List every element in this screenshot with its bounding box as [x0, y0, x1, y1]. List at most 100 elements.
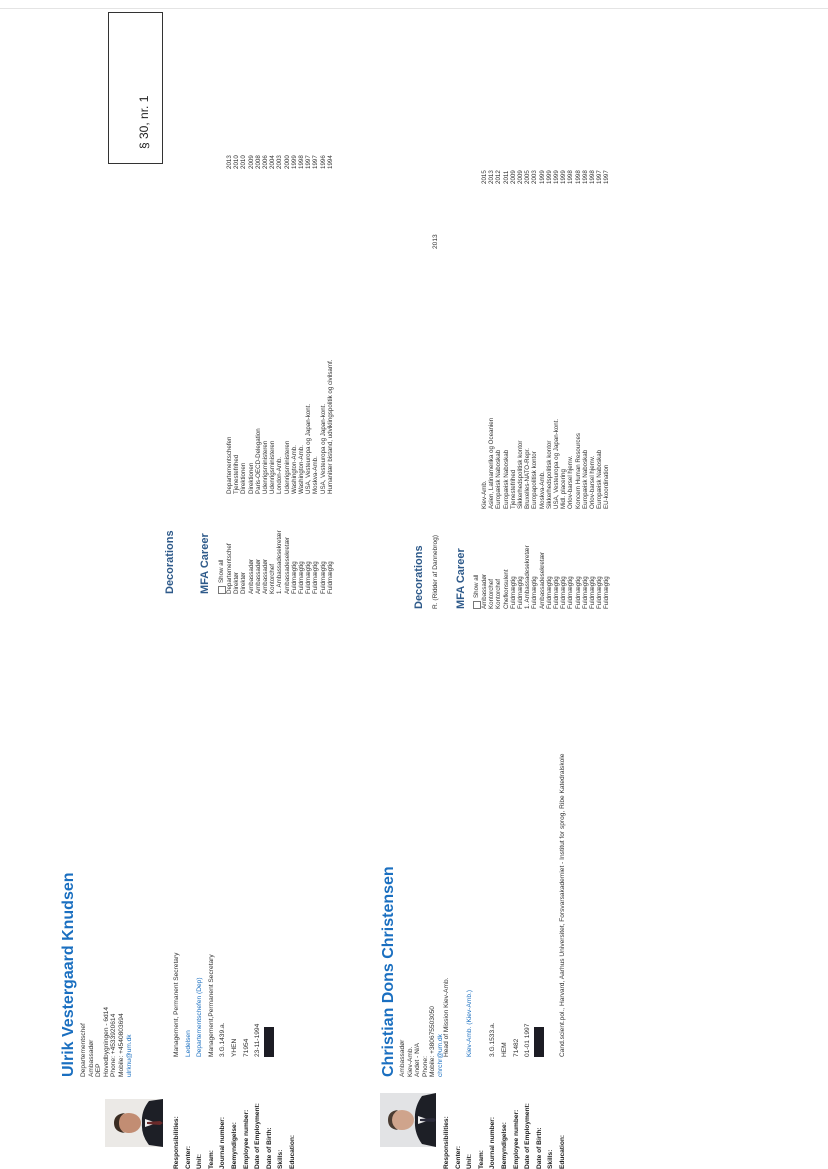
career-row: Ambassadør Kiev-Amb. 2015 [481, 154, 488, 609]
career-title: Fuldmægtig [298, 561, 306, 594]
career-place: Paris-OECD-Delegation [254, 428, 262, 494]
career-row: Fuldmægtig USA, Vesteuropa og Japan-kont.… [305, 139, 312, 594]
career-title: Fuldmægtig [531, 576, 539, 609]
career-row: Fuldmægtig Washington-Amb. 1999 [291, 139, 298, 594]
career-title: Direktør [233, 572, 241, 594]
field-row: Bemyndigelse: YHEN [229, 953, 241, 1169]
career-title: Fuldmægtig [312, 561, 320, 594]
career-title: Ambassadør [262, 558, 270, 594]
mobile-line: Mobile: +4540803694 [117, 1013, 125, 1077]
field-label: Bemyndigelse: [500, 1122, 508, 1169]
career-place: Kiev-Amb. [481, 480, 488, 509]
career-year: 2008 [254, 155, 262, 169]
career-title: Fuldmægtig [567, 576, 575, 609]
profile-christian: Christian Dons Christensen Ambassadør Ki… [375, 0, 795, 1169]
career-row: Fuldmægtig Europapolitisk kontor 2003 [531, 154, 538, 609]
career-place: Bruxelles-NATO-Repr. [524, 448, 532, 509]
career-row: Direktør Direktionen 2010 [240, 139, 247, 594]
show-all-checkbox[interactable]: Show all [218, 139, 226, 594]
career-title: Kontorchef [269, 564, 277, 594]
field-row: Bemyndigelse: HEM [499, 754, 511, 1169]
career-row: Ambassadesekretær Moskva-Amb. 1999 [539, 154, 546, 609]
field-value: 71482 [512, 1038, 520, 1057]
career-year: 1999 [545, 170, 553, 184]
career-year: 1999 [553, 170, 561, 184]
fields-table: Responsibilities: Management, Permanent S… [171, 953, 299, 1169]
show-all-checkbox[interactable]: Show all [473, 154, 481, 609]
portrait-photo [105, 1099, 163, 1147]
field-label: Skills: [277, 1149, 285, 1169]
checkbox-icon[interactable] [218, 586, 226, 594]
career-year: 2013 [226, 155, 233, 169]
field-row: Center: Ledelsen [183, 953, 195, 1169]
career-title: Fuldmægtig [545, 576, 553, 609]
career-row: Fuldmægtig Humanitær bistand, udviklingsp… [327, 139, 334, 594]
field-value: Head of Mission Kiev-Amb. [443, 977, 450, 1057]
field-row: Employee number: 71482 [511, 754, 523, 1169]
career-row: Fuldmægtig EU-koordination 1997 [603, 154, 610, 609]
career-year: 1996 [319, 155, 327, 169]
field-row: Team: Management,Permanent Secretary [206, 953, 218, 1169]
field-row: Date of Birth: [263, 953, 276, 1169]
mobile-line: Mobile: +380675503050 [429, 1006, 437, 1077]
career-row: Fuldmægtig Sikkerhedspolitisk kontor 2009 [517, 154, 524, 609]
field-row: Unit: Kiev-Amb. (Kiev-Amb.) [464, 754, 476, 1169]
field-value: 3.G.1439.a. [219, 1022, 227, 1057]
field-label: Center: [454, 1145, 462, 1169]
career-place: Midl. placering [560, 469, 568, 509]
field-link[interactable]: Departementschefen (Dep) [196, 977, 204, 1057]
career-place: Europæisk Naboskab [581, 449, 589, 509]
contact-block: Ambassadør Kiev-Amb. Andet - N/A Phone: … [399, 1006, 445, 1077]
field-row: Date of Employment: 23-11-1994 [252, 953, 264, 1169]
career-title: Ambassadesekretær [538, 551, 546, 609]
career-row: Chefkonsulent Europæisk Naboskab 2011 [503, 154, 510, 609]
career-title: Fuldmægtig [326, 561, 334, 594]
phone-line: Phone: +4533920614 [110, 1013, 118, 1077]
career-place: Asien, Latinamerika og Oceanien [488, 417, 496, 509]
contact-line: Departementschef [80, 1023, 87, 1077]
field-row: Team: [476, 754, 488, 1169]
career-place: Udenrigsministeren [262, 440, 270, 494]
field-row: Skills: [545, 754, 557, 1169]
contact-line: Ambassadør [87, 1039, 95, 1077]
career-place: USA, Vesteuropa og Japan-kont. [319, 403, 327, 494]
career-year: 1997 [596, 170, 604, 184]
career-year: 1994 [326, 155, 334, 169]
phone-line: Phone: [421, 1056, 429, 1077]
field-label: Date of Employment: [254, 1103, 262, 1169]
career-title: Fuldmægtig [596, 576, 604, 609]
field-label: Team: [207, 1150, 215, 1169]
career-place: London-Amb. [276, 456, 284, 494]
field-label: Skills: [547, 1149, 555, 1169]
career-title: Direktør [240, 572, 248, 594]
career-year: 2003 [276, 155, 284, 169]
career-place: Udenrigsministeren [283, 440, 291, 494]
career-row: Ambassadør Udenrigsministeren 2006 [262, 139, 269, 594]
career-place: Moskva-Amb. [312, 456, 320, 494]
career-row: Kontorchef Europæisk Naboskab 2012 [495, 154, 502, 609]
career-year: 2010 [240, 155, 248, 169]
career-place: Direktionen [240, 462, 248, 494]
career-year: 2005 [524, 170, 532, 184]
career-year: 2010 [233, 155, 241, 169]
career-heading: MFA Career [199, 533, 211, 594]
career-place: EU-koordination [603, 464, 611, 509]
field-link[interactable]: Kiev-Amb. (Kiev-Amb.) [466, 989, 474, 1057]
checkbox-icon[interactable] [473, 601, 481, 609]
career-row: Fuldmægtig Orlov-barsel hjemv. 1998 [589, 154, 596, 609]
email-link[interactable]: ulrknu@um.dk [125, 1034, 133, 1077]
career-year: 2000 [283, 155, 291, 169]
career-table: Show all Departementschef Departementschef… [218, 139, 334, 594]
career-year: 1999 [290, 155, 298, 169]
field-link[interactable]: Ledelsen [184, 1030, 192, 1057]
show-all-label: Show all [473, 574, 480, 598]
contact-line: DEP [95, 1063, 103, 1077]
field-label: Responsibilities: [173, 1116, 180, 1169]
career-year: 2015 [481, 170, 488, 184]
career-place: Europapolitisk kontor [531, 451, 539, 509]
field-row: Education: Cand.scient.pol., Harvard, Aar… [557, 754, 569, 1169]
field-row: Responsibilities: Head of Mission Kiev-Am… [441, 754, 453, 1169]
career-title: Fuldmægtig [305, 561, 313, 594]
person-name: Ulrik Vestergaard Knudsen [60, 872, 77, 1077]
